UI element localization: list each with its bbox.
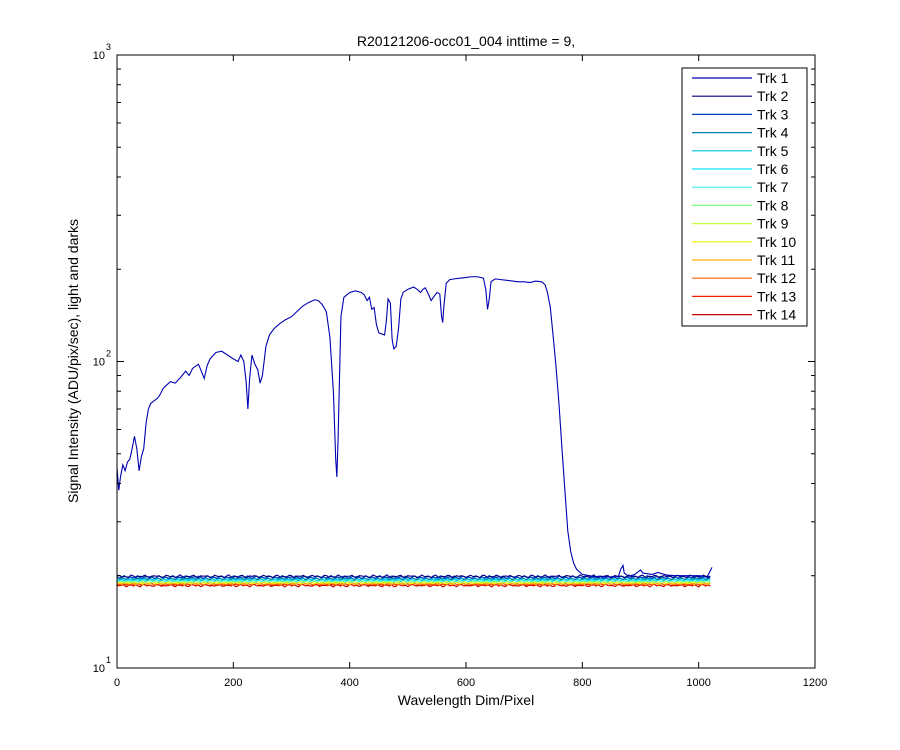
legend-label: Trk 14 bbox=[757, 307, 796, 323]
y-tick-exponent: 1 bbox=[106, 655, 111, 665]
legend-label: Trk 13 bbox=[757, 288, 796, 304]
legend-label: Trk 12 bbox=[757, 270, 796, 286]
x-tick-label: 1000 bbox=[686, 677, 710, 689]
chart-title: R20121206-occ01_004 inttime = 9, bbox=[357, 33, 575, 49]
x-tick-label: 600 bbox=[457, 677, 475, 689]
y-tick-label: 10 bbox=[93, 50, 105, 62]
legend-label: Trk 9 bbox=[757, 216, 789, 232]
y-tick-exponent: 2 bbox=[106, 349, 111, 359]
legend-box bbox=[681, 67, 808, 327]
legend-label: Trk 6 bbox=[757, 161, 789, 177]
x-tick-label: 400 bbox=[340, 677, 358, 689]
x-tick-label: 0 bbox=[114, 677, 120, 689]
legend-label: Trk 3 bbox=[757, 106, 789, 122]
series-line-trk-1 bbox=[117, 276, 713, 578]
y-tick-label: 10 bbox=[93, 357, 105, 369]
legend-label: Trk 2 bbox=[757, 88, 789, 104]
x-tick-label: 200 bbox=[224, 677, 242, 689]
x-tick-label: 800 bbox=[573, 677, 591, 689]
legend-label: Trk 10 bbox=[757, 234, 796, 250]
series-layer bbox=[117, 276, 713, 588]
legend-label: Trk 7 bbox=[757, 179, 789, 195]
x-tick-label: 1200 bbox=[803, 677, 827, 689]
x-axis-label: Wavelength Dim/Pixel bbox=[398, 692, 534, 708]
legend-label: Trk 4 bbox=[757, 125, 789, 141]
y-tick-label: 10 bbox=[93, 663, 105, 675]
legend-label: Trk 11 bbox=[757, 252, 795, 268]
y-axis-label: Signal Intensity (ADU/pix/sec), light an… bbox=[65, 219, 81, 503]
y-tick-exponent: 3 bbox=[106, 42, 111, 52]
legend-label: Trk 5 bbox=[757, 143, 789, 159]
legend-label: Trk 1 bbox=[757, 70, 789, 86]
legend-label: Trk 8 bbox=[757, 197, 789, 213]
legend: Trk 1 Trk 2 Trk 3 Trk 4 Trk 5 Trk 6 Trk 7 Trk 8… bbox=[681, 67, 808, 327]
